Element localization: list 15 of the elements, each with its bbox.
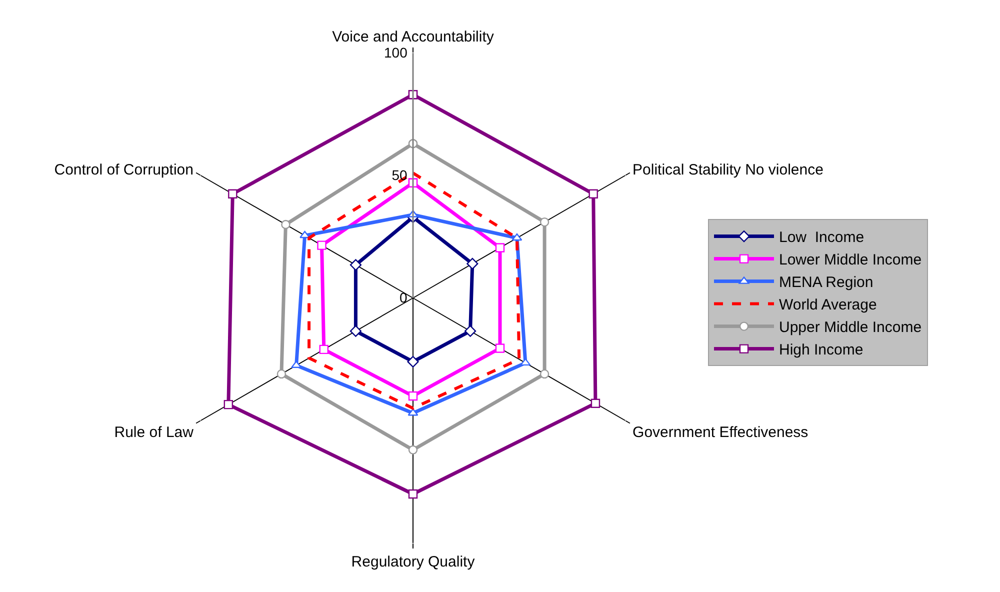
spoke-label: Government Effectiveness <box>632 424 808 441</box>
spoke-label: Control of Corruption <box>54 161 194 178</box>
spoke-label: Voice and Accountability <box>332 28 494 46</box>
legend-label: High Income <box>779 342 864 359</box>
legend-label: MENA Region <box>779 274 874 292</box>
y-tick-label: 50 <box>392 167 408 184</box>
spoke-label: Political Stability No violence <box>632 161 824 178</box>
y-tick-label: 0 <box>400 290 408 306</box>
spoke-label: Rule of Law <box>114 424 194 441</box>
legend-label: Low Income <box>779 229 864 246</box>
legend-label: Lower Middle Income <box>779 252 922 269</box>
y-tick-label: 100 <box>384 44 408 61</box>
legend-label: Upper Middle Income <box>779 319 922 336</box>
spoke-label: Regulatory Quality <box>351 554 476 570</box>
legend-label: World Average <box>779 296 877 314</box>
